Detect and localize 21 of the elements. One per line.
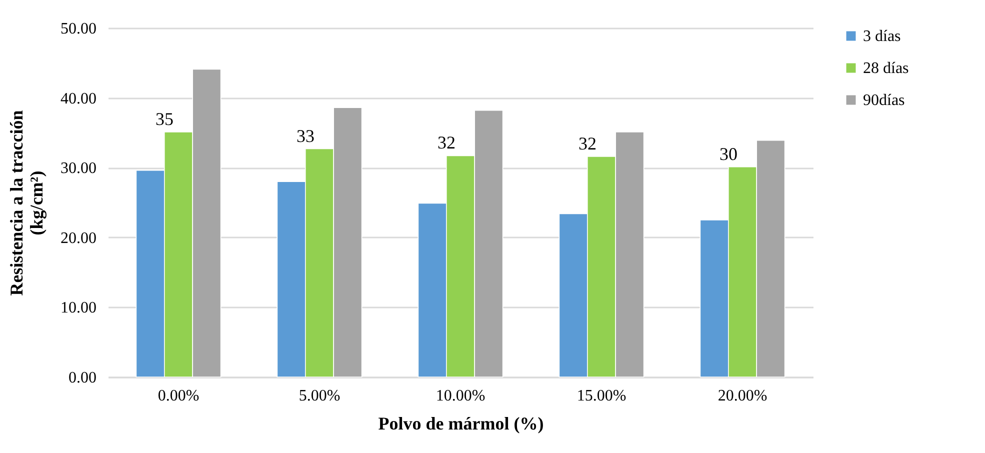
x-tick-label: 5.00% bbox=[298, 388, 340, 404]
data-label: 30 bbox=[720, 144, 738, 164]
x-tick-label: 0.00% bbox=[158, 388, 200, 404]
legend-label: 90días bbox=[863, 92, 905, 109]
x-axis-title: Polvo de mármol (%) bbox=[378, 414, 544, 434]
legend-label: 28 días bbox=[863, 60, 909, 77]
data-label: 33 bbox=[296, 126, 314, 146]
y-tick-label: 40.00 bbox=[60, 90, 96, 108]
data-label: 32 bbox=[578, 133, 596, 154]
data-label: 32 bbox=[438, 132, 456, 153]
data-label: 35 bbox=[156, 109, 174, 129]
y-tick-label: 30.00 bbox=[60, 160, 96, 178]
x-tick-label: 15.00% bbox=[576, 388, 626, 404]
x-tick-label: 20.00% bbox=[718, 388, 768, 404]
x-tick-label: 10.00% bbox=[436, 388, 486, 404]
y-tick-label: 50.00 bbox=[60, 20, 96, 38]
y-tick-label: 10.00 bbox=[60, 300, 96, 317]
legend-label: 3 días bbox=[863, 28, 901, 45]
y-tick-label: 0.00 bbox=[68, 370, 96, 386]
y-axis-title: Resistencia a la tracción (kg/cm²) bbox=[6, 110, 46, 296]
y-tick-label: 20.00 bbox=[60, 230, 96, 247]
